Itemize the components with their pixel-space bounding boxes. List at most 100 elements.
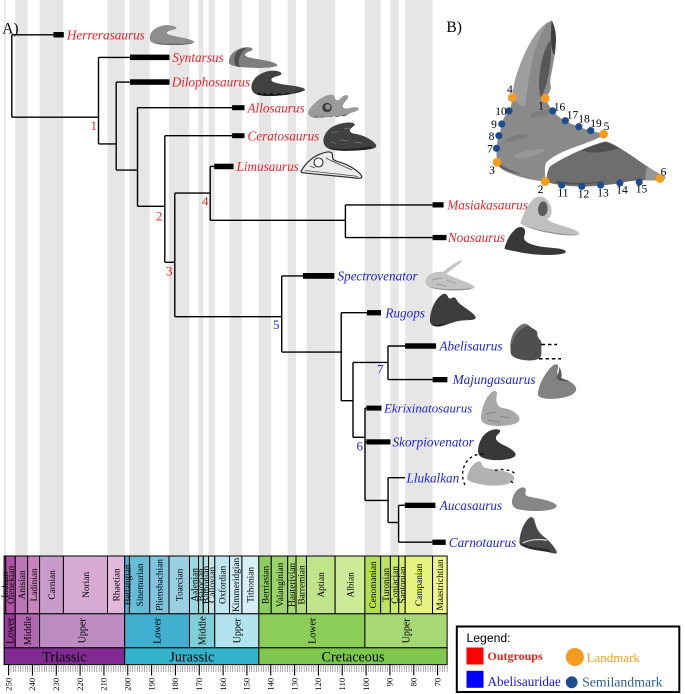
svg-text:Olenekian: Olenekian xyxy=(7,565,17,604)
svg-text:Triassic: Triassic xyxy=(42,649,86,665)
svg-text:19: 19 xyxy=(590,118,602,130)
svg-text:Upper: Upper xyxy=(232,618,243,644)
svg-text:200: 200 xyxy=(123,677,133,691)
svg-text:Berriasian: Berriasian xyxy=(261,565,271,604)
svg-text:Ekrixinatosaurus: Ekrixinatosaurus xyxy=(383,402,472,416)
svg-text:Carnian: Carnian xyxy=(48,570,58,600)
svg-text:110: 110 xyxy=(337,677,347,690)
svg-text:Pliensbachian: Pliensbachian xyxy=(156,559,166,611)
svg-text:Lower: Lower xyxy=(308,617,319,644)
svg-text:10: 10 xyxy=(495,106,507,118)
svg-text:Llukalkan: Llukalkan xyxy=(406,470,460,485)
svg-text:140: 140 xyxy=(266,677,276,691)
svg-text:Upper: Upper xyxy=(78,618,89,644)
svg-text:Ladinian: Ladinian xyxy=(30,568,40,601)
svg-text:14: 14 xyxy=(616,185,628,197)
svg-text:Cretaceous: Cretaceous xyxy=(321,649,385,665)
svg-text:Allosaurus: Allosaurus xyxy=(247,100,305,115)
svg-text:6: 6 xyxy=(357,438,364,453)
svg-text:Anisian: Anisian xyxy=(18,570,28,599)
svg-text:8: 8 xyxy=(489,131,495,143)
svg-text:Lower: Lower xyxy=(153,617,164,644)
svg-text:13: 13 xyxy=(597,188,609,200)
svg-text:Kimmeridgian: Kimmeridgian xyxy=(232,557,242,612)
svg-text:Landmark: Landmark xyxy=(587,650,641,665)
svg-text:5: 5 xyxy=(604,121,610,133)
svg-text:70: 70 xyxy=(432,677,442,686)
svg-text:Carnotaurus: Carnotaurus xyxy=(449,535,516,550)
svg-text:Rugops: Rugops xyxy=(384,305,425,320)
svg-text:17: 17 xyxy=(567,110,579,122)
svg-text:Outgroups: Outgroups xyxy=(488,649,543,663)
svg-text:190: 190 xyxy=(146,677,156,691)
svg-text:Dilophosaurus: Dilophosaurus xyxy=(171,75,250,90)
svg-text:11: 11 xyxy=(557,188,568,200)
svg-text:4: 4 xyxy=(507,84,513,96)
svg-text:3: 3 xyxy=(489,165,495,177)
svg-text:Hettangian: Hettangian xyxy=(123,564,133,605)
svg-text:2: 2 xyxy=(538,184,544,196)
svg-text:A): A) xyxy=(2,21,18,38)
svg-text:Masiakasaurus: Masiakasaurus xyxy=(446,198,528,213)
svg-text:15: 15 xyxy=(636,184,648,196)
svg-text:18: 18 xyxy=(578,114,590,126)
svg-text:4: 4 xyxy=(202,194,209,209)
svg-text:Coniacian: Coniacian xyxy=(391,566,401,604)
svg-text:Cenomanian: Cenomanian xyxy=(369,561,379,608)
svg-text:5: 5 xyxy=(273,317,280,332)
svg-text:9: 9 xyxy=(491,119,497,131)
svg-text:Rhaetian: Rhaetian xyxy=(112,568,122,601)
svg-text:Oxfordian: Oxfordian xyxy=(217,565,228,604)
svg-text:160: 160 xyxy=(218,677,228,691)
svg-text:Induan: Induan xyxy=(1,572,11,598)
svg-text:12: 12 xyxy=(578,188,590,200)
svg-text:7: 7 xyxy=(377,362,384,377)
svg-text:6: 6 xyxy=(661,167,667,179)
svg-text:250: 250 xyxy=(3,677,13,691)
svg-text:80: 80 xyxy=(409,677,419,686)
svg-text:Spectrovenator: Spectrovenator xyxy=(338,269,419,284)
svg-text:Toarcian: Toarcian xyxy=(176,568,186,601)
svg-text:Santonian: Santonian xyxy=(398,566,408,604)
svg-text:Jurassic: Jurassic xyxy=(169,649,214,665)
svg-text:1: 1 xyxy=(91,118,98,133)
svg-text:170: 170 xyxy=(194,677,204,691)
svg-text:Sinemurian: Sinemurian xyxy=(136,563,146,606)
svg-text:180: 180 xyxy=(170,677,180,691)
svg-text:210: 210 xyxy=(99,677,109,691)
svg-text:Aalenian: Aalenian xyxy=(190,568,200,602)
svg-text:7: 7 xyxy=(487,143,493,155)
svg-text:2: 2 xyxy=(156,208,163,223)
svg-text:Noasaurus: Noasaurus xyxy=(447,230,505,245)
svg-text:240: 240 xyxy=(27,677,37,691)
svg-text:Abelisauridae: Abelisauridae xyxy=(488,674,561,689)
svg-text:Majungasaurus: Majungasaurus xyxy=(452,372,536,387)
svg-text:Albian: Albian xyxy=(346,572,356,598)
svg-text:100: 100 xyxy=(361,677,371,691)
svg-text:B): B) xyxy=(446,19,462,36)
svg-text:Aucasaurus: Aucasaurus xyxy=(439,498,502,513)
svg-text:Ceratosaurus: Ceratosaurus xyxy=(248,128,320,143)
svg-text:230: 230 xyxy=(51,677,61,691)
svg-text:Middle: Middle xyxy=(198,616,209,645)
svg-text:Tithonian: Tithonian xyxy=(247,567,257,603)
svg-text:150: 150 xyxy=(242,677,252,691)
svg-text:Syntarsus: Syntarsus xyxy=(172,50,223,65)
svg-text:Abelisaurus: Abelisaurus xyxy=(439,339,503,354)
svg-text:1: 1 xyxy=(538,101,544,113)
svg-text:3: 3 xyxy=(166,264,173,279)
svg-text:Turonian: Turonian xyxy=(382,568,392,602)
svg-text:Campanian: Campanian xyxy=(415,563,425,606)
svg-text:Lower: Lower xyxy=(5,617,16,644)
svg-text:Skorpiovenator: Skorpiovenator xyxy=(393,435,475,450)
svg-text:120: 120 xyxy=(313,677,323,691)
svg-text:Maastrichtian: Maastrichtian xyxy=(436,559,446,610)
svg-text:130: 130 xyxy=(289,677,299,691)
svg-text:16: 16 xyxy=(554,101,566,113)
svg-text:Valanginian: Valanginian xyxy=(276,562,286,607)
svg-text:Aptian: Aptian xyxy=(317,572,327,598)
svg-text:220: 220 xyxy=(75,677,85,691)
svg-text:Middle: Middle xyxy=(23,616,34,645)
svg-text:Bajocian: Bajocian xyxy=(197,568,207,601)
svg-text:Limusaurus: Limusaurus xyxy=(236,159,299,174)
